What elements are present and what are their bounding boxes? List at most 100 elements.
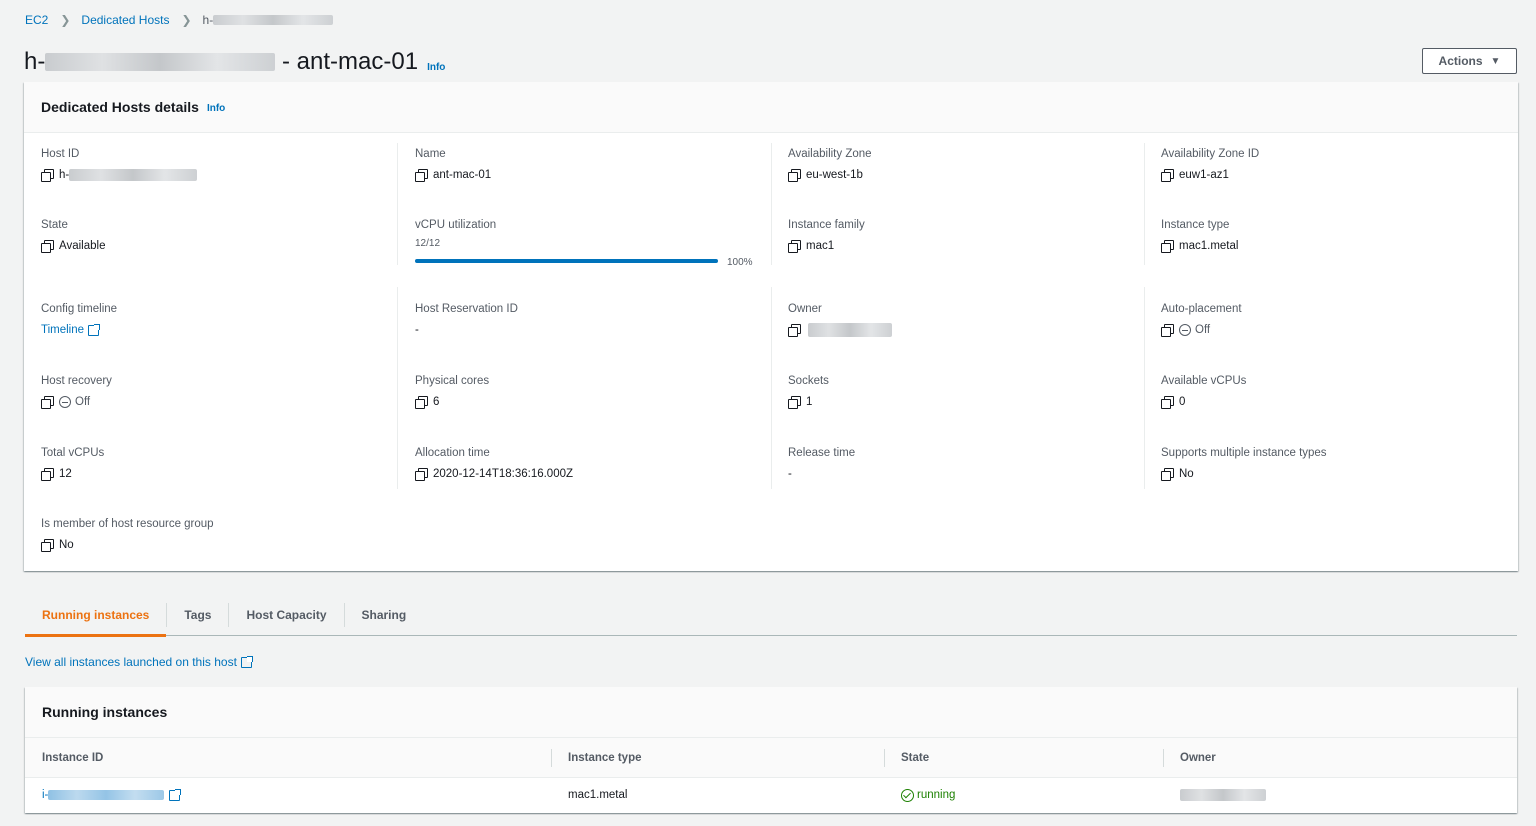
- field-label: Config timeline: [41, 303, 118, 315]
- column-divider: [1163, 749, 1164, 767]
- column-divider: [771, 143, 772, 265]
- field-label: State: [41, 219, 68, 231]
- copy-icon[interactable]: [415, 169, 428, 182]
- field-vcpu-utilization: vCPU utilization 12/12 100%: [415, 218, 753, 268]
- name-value: ant-mac-01: [433, 169, 492, 181]
- column-divider: [771, 287, 772, 477]
- field-host-resource-group: Is member of host resource group No: [41, 517, 214, 552]
- supports-multiple-value: No: [1179, 468, 1194, 480]
- external-link-icon[interactable]: [88, 323, 101, 336]
- column-header-instance-id[interactable]: Instance ID: [42, 752, 104, 764]
- actions-button[interactable]: Actions ▼: [1422, 48, 1517, 74]
- field-name: Name ant-mac-01: [415, 147, 491, 182]
- column-header-state[interactable]: State: [901, 752, 930, 764]
- tab-running-instances[interactable]: Running instances: [25, 594, 167, 637]
- sockets-value: 1: [806, 396, 813, 408]
- column-divider: [397, 287, 398, 477]
- vcpu-progress: 12/12 100%: [415, 238, 753, 268]
- copy-icon[interactable]: [788, 169, 801, 182]
- field-allocation-time: Allocation time 2020-12-14T18:36:16.000Z: [415, 446, 573, 481]
- field-available-vcpus: Available vCPUs 0: [1161, 374, 1246, 409]
- breadcrumb-current-prefix: h-: [202, 13, 214, 27]
- instance-id-link[interactable]: i-: [42, 789, 49, 801]
- copy-icon[interactable]: [1161, 169, 1174, 182]
- field-value: h-: [41, 168, 198, 182]
- status-off-icon: [59, 396, 71, 408]
- field-availability-zone-id: Availability Zone ID euw1-az1: [1161, 147, 1259, 182]
- field-label: Name: [415, 148, 446, 160]
- availability-zone-value: eu-west-1b: [806, 169, 863, 181]
- field-host-id: Host ID h-: [41, 147, 198, 182]
- timeline-link[interactable]: Timeline: [41, 324, 85, 336]
- tab-separator: [343, 602, 345, 627]
- chevron-right-icon: ❯: [181, 13, 192, 27]
- progress-row: 100%: [415, 253, 753, 268]
- state-value: Available: [59, 240, 106, 252]
- view-all-instances-link[interactable]: View all instances launched on this host: [25, 655, 237, 669]
- column-header-instance-type[interactable]: Instance type: [568, 752, 642, 764]
- field-value: Available: [41, 239, 105, 253]
- field-instance-family: Instance family mac1: [788, 218, 865, 253]
- copy-icon[interactable]: [41, 539, 54, 552]
- field-instance-type: Instance type mac1.metal: [1161, 218, 1238, 253]
- external-link-icon[interactable]: [169, 788, 182, 801]
- field-value: -: [415, 323, 518, 337]
- field-total-vcpus: Total vCPUs 12: [41, 446, 104, 481]
- column-header-owner[interactable]: Owner: [1180, 752, 1216, 764]
- copy-icon[interactable]: [788, 396, 801, 409]
- field-auto-placement: Auto-placement Off: [1161, 302, 1242, 337]
- state-running-label: running: [917, 789, 956, 801]
- breadcrumb-dedicated-hosts-link[interactable]: Dedicated Hosts: [81, 13, 170, 27]
- vcpu-count: 12/12: [415, 238, 441, 249]
- state-cell: running: [901, 778, 955, 812]
- field-label: Host recovery: [41, 375, 112, 387]
- copy-icon[interactable]: [41, 240, 54, 253]
- field-value: [788, 323, 892, 337]
- copy-icon[interactable]: [41, 468, 54, 481]
- field-label: Allocation time: [415, 447, 490, 459]
- column-divider: [551, 749, 552, 767]
- field-value: mac1: [788, 239, 865, 253]
- column-divider: [397, 443, 398, 489]
- field-value: No: [41, 538, 214, 552]
- redacted-instance-id[interactable]: [48, 790, 165, 800]
- copy-icon[interactable]: [415, 396, 428, 409]
- tab-sharing[interactable]: Sharing: [361, 608, 407, 622]
- physical-cores-value: 6: [433, 396, 440, 408]
- column-divider: [771, 443, 772, 489]
- running-instances-panel: Running instances Instance ID Instance t…: [25, 687, 1517, 813]
- tab-tags[interactable]: Tags: [184, 608, 212, 622]
- breadcrumb: EC2 ❯ Dedicated Hosts ❯ h-: [25, 12, 334, 28]
- actions-button-label: Actions: [1438, 54, 1483, 68]
- copy-icon[interactable]: [1161, 240, 1174, 253]
- field-label: Physical cores: [415, 375, 490, 387]
- breadcrumb-ec2-link[interactable]: EC2: [25, 13, 49, 27]
- field-label: Owner: [788, 303, 822, 315]
- progress-bar-fill: [415, 258, 718, 263]
- field-label: Host ID: [41, 148, 80, 160]
- field-label: Release time: [788, 447, 856, 459]
- auto-placement-value: Off: [1195, 324, 1211, 336]
- external-link-icon[interactable]: [240, 655, 253, 668]
- column-divider: [884, 749, 885, 767]
- copy-icon[interactable]: [1161, 396, 1174, 409]
- info-link[interactable]: Info: [206, 103, 226, 114]
- chevron-right-icon: ❯: [60, 13, 71, 27]
- copy-icon[interactable]: [1161, 468, 1174, 481]
- copy-icon[interactable]: [788, 324, 801, 337]
- table-row: i- mac1.metal running: [25, 778, 1517, 812]
- tab-host-capacity[interactable]: Host Capacity: [246, 608, 327, 622]
- copy-icon[interactable]: [41, 169, 54, 182]
- copy-icon[interactable]: [1161, 324, 1174, 337]
- host-recovery-value: Off: [75, 396, 91, 408]
- field-value: Off: [1161, 323, 1242, 337]
- column-divider: [1144, 287, 1145, 477]
- copy-icon[interactable]: [788, 240, 801, 253]
- copy-icon[interactable]: [415, 468, 428, 481]
- info-link[interactable]: Info: [427, 61, 446, 73]
- host-id-prefix: h-: [59, 169, 70, 181]
- field-value: euw1-az1: [1161, 168, 1259, 182]
- allocation-time-value: 2020-12-14T18:36:16.000Z: [433, 468, 574, 480]
- copy-icon[interactable]: [41, 396, 54, 409]
- redacted-owner: [1180, 789, 1266, 801]
